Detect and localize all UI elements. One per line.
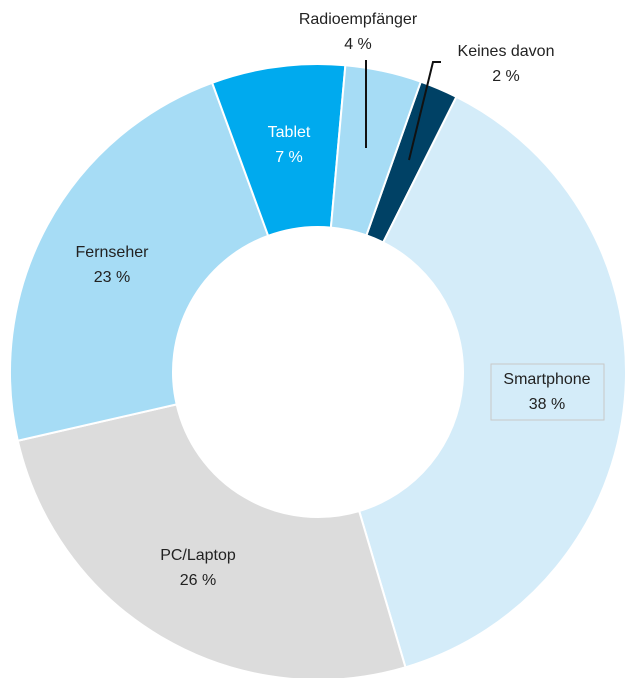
slice-label: Keines davon bbox=[458, 43, 555, 60]
value-label: 26 % bbox=[180, 572, 216, 589]
value-label: 38 % bbox=[529, 396, 565, 413]
value-label: 2 % bbox=[492, 68, 520, 85]
slice-label: Radioempfänger bbox=[299, 11, 418, 28]
label-box bbox=[490, 363, 605, 421]
slice bbox=[16, 403, 407, 678]
leader-line bbox=[408, 61, 441, 161]
value-label: 23 % bbox=[94, 269, 130, 286]
slice bbox=[357, 95, 627, 669]
slice bbox=[9, 81, 270, 442]
slice-label: PC/Laptop bbox=[160, 547, 236, 564]
slice-label: Fernseher bbox=[76, 244, 150, 261]
value-label: 7 % bbox=[275, 149, 303, 166]
value-label: 4 % bbox=[344, 36, 372, 53]
slice-label: Smartphone bbox=[503, 371, 590, 388]
slice-label: Tablet bbox=[268, 124, 311, 141]
